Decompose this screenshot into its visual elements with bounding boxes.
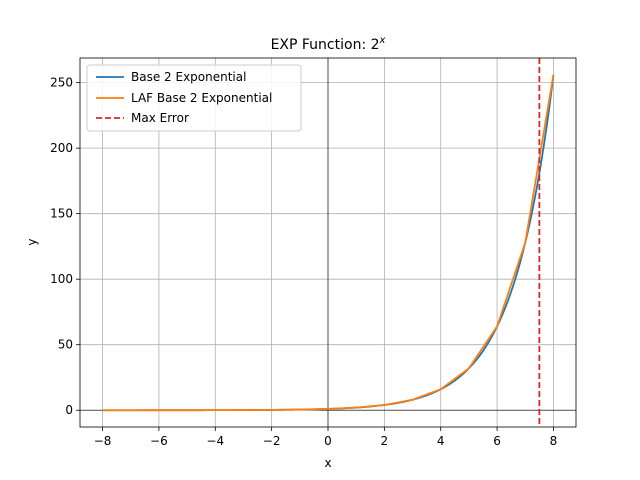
x-tick-label: 6 — [493, 434, 501, 448]
legend: Base 2 Exponential LAF Base 2 Exponentia… — [86, 64, 302, 132]
x-tick-label: −2 — [263, 434, 281, 448]
legend-label-base2: Base 2 Exponential — [131, 70, 246, 84]
y-tick-label: 100 — [50, 272, 73, 286]
legend-box — [86, 64, 302, 132]
y-axis-ticks: 0 50 100 150 200 250 — [50, 76, 80, 417]
y-axis-label: y — [25, 238, 39, 245]
y-tick-label: 250 — [50, 76, 73, 90]
plot-area — [102, 58, 555, 427]
y-tick-label: 50 — [58, 338, 73, 352]
x-axis-ticks: −8 −6 −4 −2 0 2 4 6 8 — [94, 427, 558, 448]
series-layer — [102, 58, 555, 427]
legend-label-max-error: Max Error — [131, 111, 189, 125]
x-tick-label: 4 — [437, 434, 445, 448]
y-tick-label: 150 — [50, 207, 73, 221]
x-tick-label: 8 — [550, 434, 558, 448]
chart-title-main: EXP Function: 2 — [271, 37, 380, 53]
y-tick-label: 0 — [65, 403, 73, 417]
series-laf-base2-exponential-line — [102, 74, 555, 412]
legend-label-laf: LAF Base 2 Exponential — [131, 91, 272, 105]
x-tick-label: 0 — [324, 434, 332, 448]
x-tick-label: 2 — [381, 434, 389, 448]
chart-title-superscript: x — [379, 35, 386, 46]
chart-title: EXP Function: 2x — [271, 35, 386, 53]
x-tick-label: −8 — [94, 434, 112, 448]
y-tick-label: 200 — [50, 141, 73, 155]
x-axis-label: x — [324, 456, 331, 470]
x-tick-label: −6 — [150, 434, 168, 448]
x-tick-label: −4 — [206, 434, 224, 448]
